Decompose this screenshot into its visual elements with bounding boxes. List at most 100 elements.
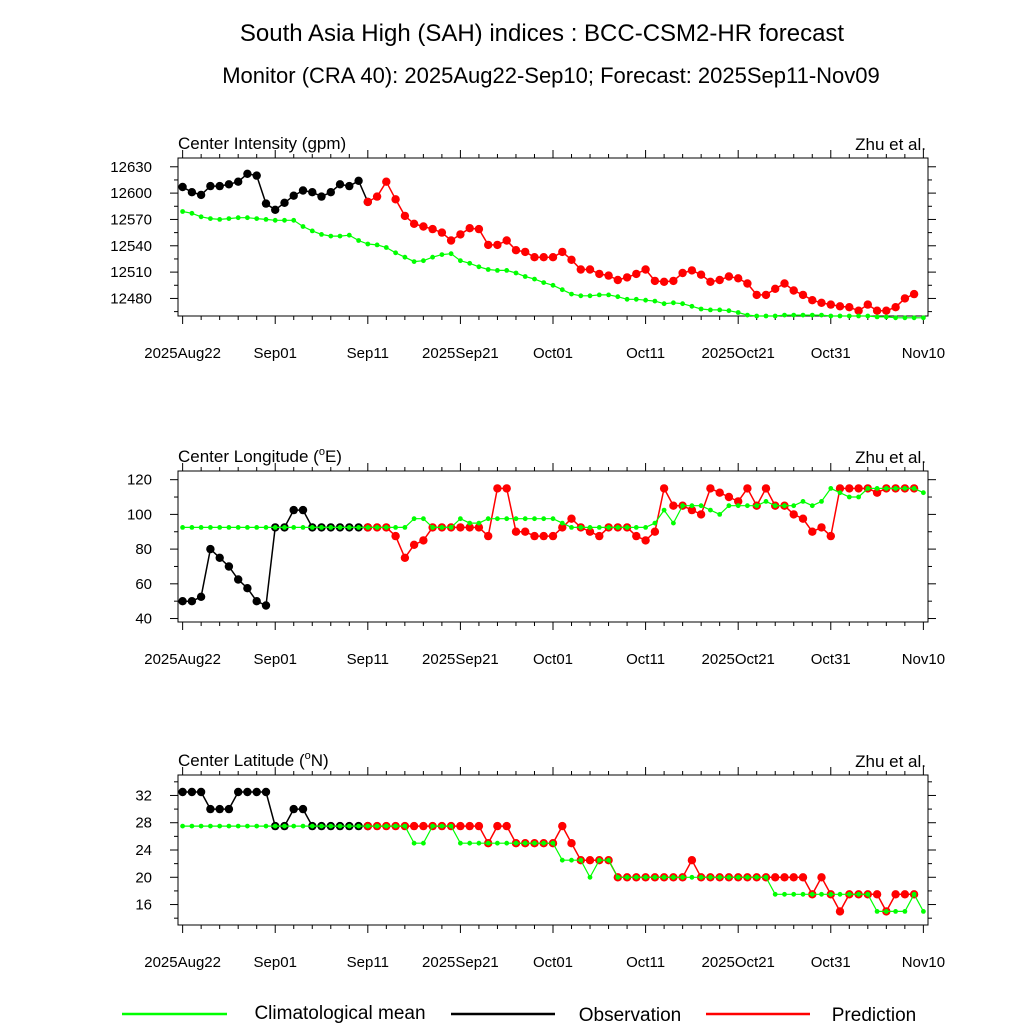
panel-latitude-obs-point (298, 804, 308, 814)
panel-longitude-clim-point (550, 516, 556, 522)
panel-longitude-clim-point (504, 516, 510, 522)
panel-intensity-pred-point (798, 290, 808, 300)
panel-intensity-obs-point (215, 181, 224, 191)
panel-longitude-clim-point (383, 525, 389, 530)
panel-longitude-clim-point (235, 525, 241, 530)
panel-latitude-ytick-label: 16 (135, 897, 152, 914)
panel-intensity-frame (177, 157, 929, 317)
panel-longitude-clim-point (319, 525, 324, 530)
panel-intensity-pred-point (437, 228, 447, 237)
panel-longitude-pred-point (558, 523, 567, 532)
panel-longitude-obs-point (243, 584, 252, 593)
panel-latitude-clim-point (513, 840, 519, 846)
panel-latitude-xtick-label: Oct11 (626, 954, 665, 971)
panel-longitude-clim-point (865, 486, 871, 491)
panel-longitude-pred-point (539, 531, 548, 541)
panel-intensity-pred-point (696, 270, 706, 279)
panel-intensity-obs-point (243, 169, 252, 178)
panel-latitude-pred-point (502, 821, 511, 831)
panel-intensity-clim-point (374, 242, 380, 248)
panel-longitude-clim-point (245, 525, 250, 530)
panel-longitude-pred-point (724, 492, 734, 502)
panel-latitude-clim-point (698, 874, 704, 880)
panel-intensity: Center Intensity (gpm) Zhu et al. 12480 125… (110, 134, 945, 362)
panel-intensity-series-obs (178, 169, 372, 214)
panel-longitude-pred-point (650, 527, 660, 536)
panel-longitude-clim-point (745, 503, 750, 509)
panel-latitude-pred-point (419, 821, 428, 831)
panel-intensity-xtick-label: Oct11 (626, 345, 665, 362)
panel-intensity-clim-point (448, 251, 454, 257)
panel-longitude-clim-point (846, 494, 852, 500)
panel-intensity-obs-point (298, 186, 308, 195)
panel-latitude-clim-point (893, 909, 898, 914)
panel-intensity-title: Center Intensity (gpm) (178, 134, 346, 153)
panel-latitude-pred-point (409, 821, 419, 831)
panel-latitude-clim-point (828, 891, 834, 897)
panel-intensity-pred-line (367, 180, 915, 312)
panel-intensity-obs-point (280, 198, 289, 207)
panel-longitude-clim-point (300, 525, 306, 530)
panel-intensity-clim-point (495, 268, 500, 273)
panel-intensity-clim-point (319, 232, 324, 237)
panel-latitude-credit: Zhu et al. (855, 752, 926, 771)
panel-longitude-obs-point (252, 597, 261, 606)
panel-intensity-clim-point (587, 293, 593, 299)
panel-latitude-clim-point (189, 823, 195, 829)
panel-latitude-clim-point (532, 840, 537, 846)
panel-intensity-pred-point (372, 192, 382, 201)
panel-latitude-clim-point (578, 857, 584, 863)
panel-intensity-pred-point (632, 269, 641, 279)
panel-intensity-clim-point (532, 276, 537, 282)
panel-latitude-clim-point (587, 874, 593, 880)
panel-intensity-pred-point (363, 197, 372, 207)
panel-intensity-pred-point (780, 279, 789, 288)
panel-latitude-obs-point (206, 804, 215, 814)
panel-longitude-clim-point (652, 520, 658, 526)
panel-latitude-pred-point (771, 873, 780, 882)
panel-intensity-clim-point (708, 307, 713, 313)
panel-longitude-clim-point (754, 503, 760, 509)
panel-longitude-clim-point (698, 503, 704, 509)
panel-latitude-clim-point (328, 823, 334, 829)
panel-intensity-clim-point (467, 260, 473, 266)
panel-latitude-clim-point (393, 823, 398, 829)
panel-longitude-clim-point (837, 490, 843, 496)
panel-latitude-clim-point (689, 874, 695, 880)
panel-latitude-series-clim (180, 823, 926, 914)
panel-longitude-pred-point (845, 484, 854, 493)
panel-latitude-clim-point (735, 874, 741, 880)
panel-intensity-clim-point (615, 294, 621, 300)
panel-latitude-clim-point (541, 840, 547, 846)
panel-longitude-xtick-label: 2025Aug22 (144, 651, 221, 668)
panel-latitude-xtick-label: 2025Sep21 (422, 954, 499, 971)
panel-longitude-series-clim (180, 486, 926, 530)
panel-longitude-pred-point (808, 527, 817, 536)
panel-latitude-clim-point (559, 857, 565, 863)
panel-latitude-clim-point (430, 823, 435, 829)
panel-intensity-clim-point (578, 293, 584, 299)
panel-intensity-clim-point (680, 301, 685, 307)
panel-latitude-series-pred (363, 821, 919, 916)
panel-longitude-pred-point (511, 527, 521, 536)
panel-longitude-clim-point (921, 490, 926, 496)
panel-latitude-clim-point (282, 823, 287, 829)
panel-longitude-clim-point (272, 525, 278, 530)
panel-latitude-clim-point (226, 823, 232, 829)
panel-latitude-clim-point (615, 874, 621, 880)
panel-longitude-ytick-label: 60 (135, 576, 152, 593)
panel-longitude-clim-point (800, 499, 806, 504)
panel-longitude-clim-point (513, 516, 519, 522)
panel-latitude-clim-point (856, 891, 861, 897)
panel-intensity-clim-point (485, 267, 491, 272)
panel-latitude-clim-point (763, 874, 769, 880)
panel-longitude-xtick-label: 2025Sep21 (422, 651, 499, 668)
panel-intensity-clim-point (541, 280, 547, 285)
panel-latitude-pred-point (798, 873, 808, 882)
panel-longitude-clim-point (541, 516, 547, 522)
panel-longitude-pred-point (669, 501, 678, 510)
panel-longitude-clim-point (772, 503, 778, 509)
panel-latitude-clim-point (569, 857, 574, 863)
panel-intensity-clim-point (828, 313, 834, 319)
panel-longitude-obs-point (261, 601, 271, 610)
